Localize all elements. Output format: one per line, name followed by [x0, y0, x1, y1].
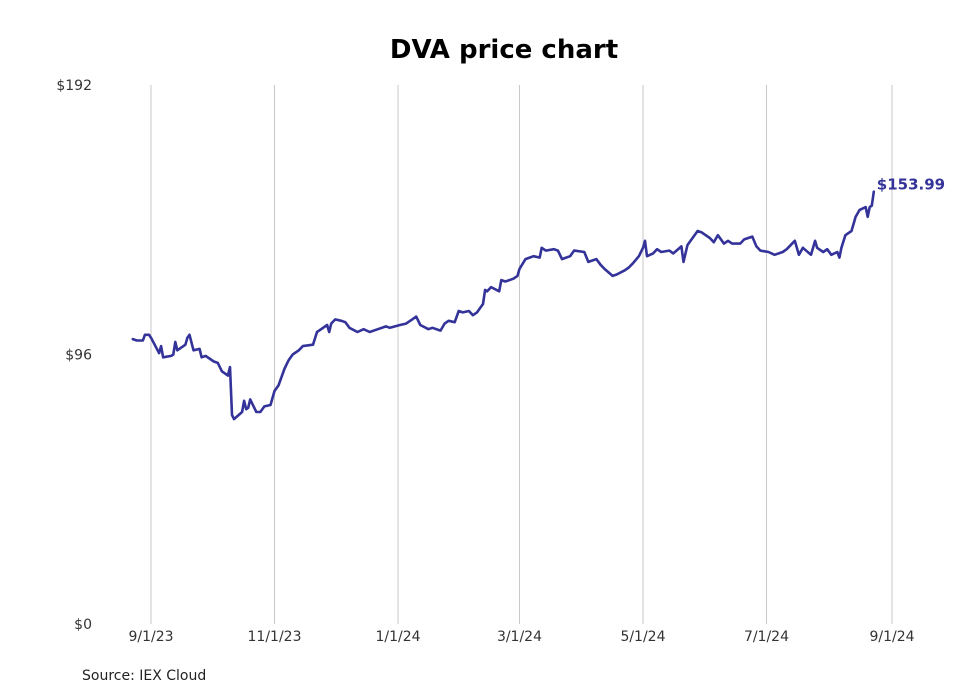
vertical-gridlines [150, 85, 893, 624]
y-tick-label: $96 [65, 348, 92, 364]
y-tick-label: $0 [74, 617, 92, 633]
series-line [131, 190, 876, 421]
y-tick-label: $192 [56, 78, 92, 94]
x-tick-label: 9/1/24 [869, 629, 914, 645]
last-value-label: $153.99 [877, 176, 945, 194]
x-tick-label: 7/1/24 [744, 629, 789, 645]
source-note: Source: IEX Cloud [82, 668, 207, 684]
last-value-annotation: $153.99 [877, 176, 945, 194]
x-tick-label: 5/1/24 [620, 629, 665, 645]
x-tick-label: 9/1/23 [128, 629, 173, 645]
x-axis-ticks: 9/1/23 11/1/23 1/1/24 3/1/24 5/1/24 7/1/24 9/1… [128, 629, 914, 645]
chart-title: DVA price chart [390, 35, 618, 65]
x-tick-label: 1/1/24 [375, 629, 420, 645]
x-tick-label: 11/1/23 [248, 629, 302, 645]
x-tick-label: 3/1/24 [497, 629, 542, 645]
price-series [131, 190, 876, 421]
y-axis-ticks: $0 $96 $192 [56, 78, 92, 633]
